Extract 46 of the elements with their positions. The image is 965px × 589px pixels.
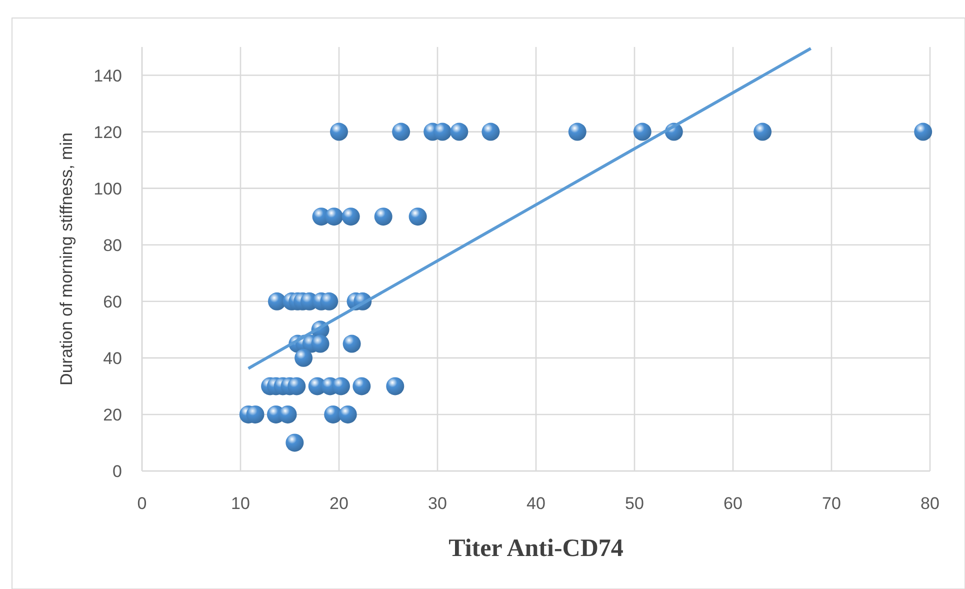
point	[342, 208, 360, 226]
y-tick-label: 100	[94, 179, 122, 198]
y-tick-label: 140	[94, 66, 122, 86]
point	[482, 122, 500, 141]
point	[408, 208, 427, 226]
x-tick-label: 40	[526, 494, 546, 513]
point	[633, 122, 652, 141]
x-tick-label: 30	[428, 494, 447, 513]
y-tick-label: 60	[103, 292, 122, 312]
point	[294, 348, 313, 367]
point	[278, 405, 297, 424]
point	[392, 122, 410, 141]
x-tick-label: 50	[625, 494, 644, 513]
point	[324, 405, 342, 424]
x-axis-title: Titer Anti-CD74	[448, 535, 624, 562]
point	[433, 122, 452, 141]
point	[450, 122, 468, 141]
point	[754, 122, 772, 141]
point	[568, 122, 586, 141]
point	[352, 377, 371, 396]
point	[325, 208, 344, 226]
point	[342, 334, 361, 353]
point	[330, 122, 348, 141]
point	[268, 292, 286, 310]
x-tick-label: 20	[330, 494, 348, 513]
y-tick-label: 120	[94, 122, 122, 142]
point	[286, 434, 304, 452]
point	[332, 377, 350, 396]
point	[386, 377, 404, 396]
point	[246, 405, 264, 424]
x-tick-label: 60	[724, 494, 742, 513]
x-tick-label: 0	[137, 494, 147, 513]
x-tick-label: 10	[231, 494, 250, 513]
y-tick-label: 40	[103, 348, 122, 368]
point	[338, 405, 357, 424]
point	[311, 334, 330, 353]
y-tick-label: 20	[103, 405, 122, 424]
point	[374, 208, 392, 226]
y-axis-title: Duration of morning stiffness, min	[57, 132, 76, 386]
x-tick-label: 80	[920, 494, 940, 513]
y-tick-label: 0	[112, 462, 122, 481]
point	[320, 292, 338, 310]
x-tick-label: 70	[822, 494, 841, 513]
point	[914, 122, 932, 141]
y-tick-label: 80	[103, 236, 122, 255]
point	[288, 377, 306, 396]
